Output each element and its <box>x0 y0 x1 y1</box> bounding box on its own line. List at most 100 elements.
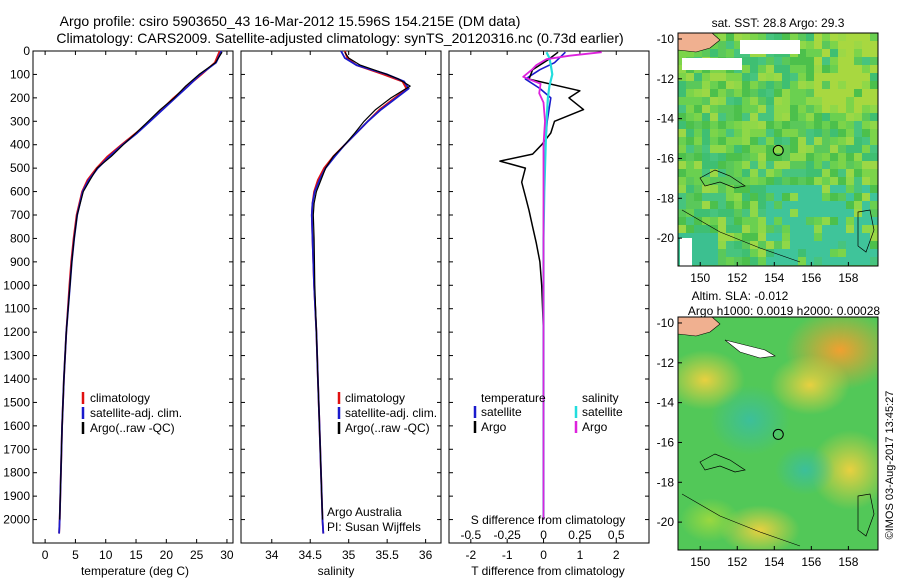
sst-cell <box>710 233 718 241</box>
sst-cell <box>750 161 758 169</box>
sst-cell <box>686 49 694 57</box>
sst-cell <box>726 129 734 137</box>
sst-cell <box>870 217 878 225</box>
sst-cell <box>694 161 702 169</box>
sst-cell <box>686 121 694 129</box>
sst-cell <box>862 97 870 105</box>
sst-cell <box>830 153 838 161</box>
sst-cell <box>678 185 686 193</box>
lat-tick-label: -10 <box>657 32 675 46</box>
sst-cell <box>686 73 694 81</box>
sst-cell <box>734 33 742 41</box>
sst-cell <box>854 105 862 113</box>
y-tick-label: 1500 <box>3 395 30 409</box>
lon-tick-label: 158 <box>838 555 858 569</box>
lat-tick-label: -12 <box>657 356 675 370</box>
sst-cell <box>750 129 758 137</box>
y-tick-label: 1400 <box>3 372 30 386</box>
sst-cell <box>862 33 870 41</box>
sst-cell <box>814 161 822 169</box>
x-tick-label: 15 <box>129 548 143 562</box>
sst-cell <box>750 89 758 97</box>
sst-cell <box>870 49 878 57</box>
sst-cell <box>790 193 798 201</box>
sst-cell <box>830 137 838 145</box>
sst-cell <box>758 217 766 225</box>
sst-cell <box>734 201 742 209</box>
sst-cell <box>686 177 694 185</box>
sst-cell <box>798 161 806 169</box>
sst-cell <box>758 193 766 201</box>
x-tick-label: 5 <box>72 548 79 562</box>
sst-cell <box>734 161 742 169</box>
sst-cell <box>838 161 846 169</box>
sst-cell <box>774 33 782 41</box>
sst-cell <box>694 169 702 177</box>
sst-cell <box>814 129 822 137</box>
sst-cell <box>782 233 790 241</box>
sst-cell <box>806 113 814 121</box>
sst-cell <box>870 177 878 185</box>
sst-cell <box>766 257 774 265</box>
sst-cell <box>822 137 830 145</box>
sst-map-title: sat. SST: 28.8 Argo: 29.3 <box>712 16 845 30</box>
plot-frame <box>448 50 650 544</box>
sst-cell <box>678 217 686 225</box>
sst-cell <box>870 137 878 145</box>
y-tick-label: 200 <box>10 91 30 105</box>
sst-cell <box>734 257 742 265</box>
sst-cell <box>734 97 742 105</box>
sst-cell <box>806 41 814 49</box>
sst-cell <box>806 193 814 201</box>
sst-cell <box>694 137 702 145</box>
sst-cell <box>862 145 870 153</box>
sst-cell <box>694 129 702 137</box>
sst-cell <box>854 257 862 265</box>
sst-cell <box>798 73 806 81</box>
plot-frame <box>32 50 234 544</box>
sst-cell <box>774 65 782 73</box>
sst-cell <box>774 57 782 65</box>
sst-cell <box>862 89 870 97</box>
y-tick-label: 400 <box>10 138 30 152</box>
sst-cell <box>766 185 774 193</box>
sla-bathymetry-contour <box>681 493 801 547</box>
sst-cell <box>790 65 798 73</box>
sst-cell <box>782 201 790 209</box>
sst-cell <box>678 89 686 97</box>
sst-cell <box>806 241 814 249</box>
sst-cell <box>702 137 710 145</box>
sst-cell <box>822 241 830 249</box>
sst-cell <box>806 81 814 89</box>
sst-cell <box>678 201 686 209</box>
sst-cell <box>774 209 782 217</box>
sst-cell <box>694 217 702 225</box>
x-tick-label: 35.5 <box>375 548 399 562</box>
sst-cell <box>854 249 862 257</box>
temperature-profile-panel: 0100200300400500600700800900100011001200… <box>3 44 234 562</box>
sst-cell <box>742 81 750 89</box>
sst-cell <box>718 233 726 241</box>
sst-cell <box>846 249 854 257</box>
sst-cell <box>694 145 702 153</box>
x-tick-label: 0 <box>540 548 547 562</box>
sst-cell <box>806 49 814 57</box>
sst-cell <box>838 33 846 41</box>
sla-low-anomaly <box>775 445 835 495</box>
sst-cell <box>774 193 782 201</box>
sst-cell <box>854 121 862 129</box>
sst-cell <box>814 137 822 145</box>
sst-cell <box>750 169 758 177</box>
sst-cell <box>758 225 766 233</box>
sst-cell <box>854 89 862 97</box>
sst-reef-contour <box>857 209 875 253</box>
y-tick-label: 800 <box>10 231 30 245</box>
sla-land-png <box>678 317 721 337</box>
sst-cell <box>782 225 790 233</box>
sst-cell <box>718 33 726 41</box>
sst-cell <box>854 201 862 209</box>
sst-cell <box>750 57 758 65</box>
sst-cell <box>734 73 742 81</box>
sst-cell <box>750 201 758 209</box>
